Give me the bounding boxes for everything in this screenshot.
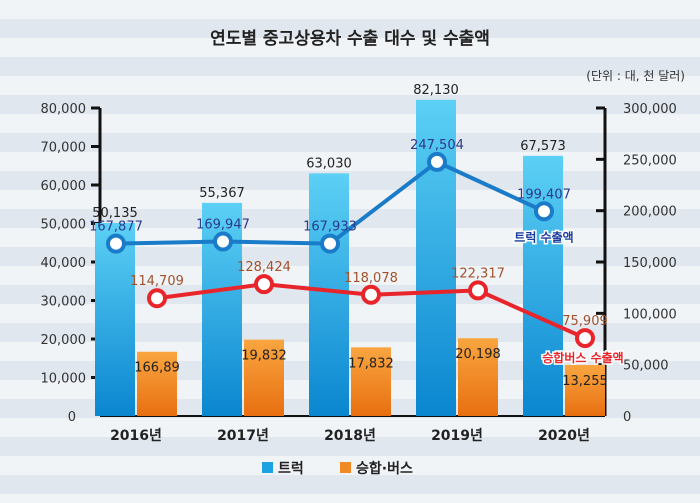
x-tick-label: 2018년 bbox=[324, 428, 376, 444]
left-tick-label: 0 bbox=[68, 410, 76, 425]
left-tick-label: 10,000 bbox=[41, 372, 87, 387]
x-tick-label: 2016년 bbox=[110, 428, 162, 444]
truck-value-label: 199,407 bbox=[517, 187, 571, 202]
bus-bar-label: 19,832 bbox=[241, 349, 287, 364]
truck-bar bbox=[523, 155, 563, 417]
left-tick-label: 70,000 bbox=[41, 141, 87, 156]
left-tick-label: 50,000 bbox=[41, 218, 87, 233]
right-tick-label: 100,000 bbox=[623, 307, 677, 322]
bus-bar bbox=[244, 339, 284, 416]
legend-swatch-truck bbox=[262, 462, 273, 473]
legend-swatch-bus bbox=[340, 462, 351, 473]
truck-bar-label: 82,130 bbox=[413, 83, 459, 98]
bus-value-label: 75,909 bbox=[562, 314, 608, 329]
truck-bar-label: 55,367 bbox=[199, 186, 245, 201]
truck-value-label: 169,947 bbox=[196, 218, 250, 233]
bus-value-point bbox=[575, 328, 595, 349]
bars: 50,135 55,367 63,030 82,130 67,573 166,89 19,8… bbox=[92, 83, 608, 417]
truck-value-point bbox=[213, 231, 233, 252]
right-tick-label: 250,000 bbox=[623, 153, 677, 168]
bus-series-label: 승합버스 수출액 bbox=[542, 350, 623, 365]
bus-value-point bbox=[147, 288, 167, 309]
bus-bar bbox=[351, 347, 391, 416]
lines: 167,877 169,947 167,933 247,504 199,407 트럭 수출… bbox=[89, 138, 625, 367]
bus-bar-label: 17,832 bbox=[348, 356, 394, 371]
bus-bar-label: 20,198 bbox=[455, 347, 501, 362]
truck-bar-label: 67,573 bbox=[520, 139, 566, 154]
truck-value-point bbox=[427, 151, 447, 172]
right-tick-label: 200,000 bbox=[623, 205, 677, 220]
bus-bar-label: 13,255 bbox=[562, 374, 608, 389]
bus-value-label: 118,078 bbox=[344, 271, 398, 286]
right-tick-label: 150,000 bbox=[623, 256, 677, 271]
legend-label-truck: 트럭 bbox=[278, 461, 304, 477]
bus-bar bbox=[565, 364, 605, 416]
truck-series-label: 트럭 수출액 bbox=[514, 229, 573, 244]
right-tick-label: 0 bbox=[623, 410, 631, 425]
bus-bar bbox=[137, 351, 177, 416]
axes: 0 10,000 20,000 30,000 40,000 50,000 60,000 70,… bbox=[41, 102, 677, 444]
truck-value-label: 247,504 bbox=[410, 138, 464, 153]
bus-value-point bbox=[254, 274, 274, 295]
left-tick-label: 40,000 bbox=[41, 256, 87, 271]
bus-value-label: 114,709 bbox=[130, 274, 184, 289]
truck-value-point bbox=[320, 233, 340, 254]
x-tick-label: 2020년 bbox=[538, 428, 590, 444]
right-tick-label: 50,000 bbox=[623, 359, 669, 374]
left-tick-label: 20,000 bbox=[41, 333, 87, 348]
truck-value-point bbox=[106, 233, 126, 254]
left-tick-label: 30,000 bbox=[41, 295, 87, 310]
truck-bar-label: 50,135 bbox=[92, 206, 138, 221]
bus-value-point bbox=[468, 280, 488, 301]
chart-title: 연도별 중고상용차 수출 대수 및 수출액 bbox=[210, 29, 490, 49]
bus-value-label: 128,424 bbox=[237, 260, 291, 275]
left-tick-label: 80,000 bbox=[41, 102, 87, 117]
x-tick-label: 2019년 bbox=[431, 428, 483, 444]
unit-note: (단위 : 대, 천 달러) bbox=[586, 68, 685, 83]
bus-bar-label: 166,89 bbox=[134, 361, 180, 376]
left-tick-label: 60,000 bbox=[41, 179, 87, 194]
right-tick-label: 300,000 bbox=[623, 102, 677, 117]
bus-bar bbox=[458, 338, 498, 416]
legend-label-bus: 승합·버스 bbox=[356, 460, 413, 477]
legend: 트럭 승합·버스 bbox=[262, 460, 413, 477]
x-tick-label: 2017년 bbox=[217, 428, 269, 444]
truck-value-label: 167,933 bbox=[303, 220, 357, 235]
bus-value-label: 122,317 bbox=[451, 266, 505, 281]
truck-bar-label: 63,030 bbox=[306, 156, 352, 171]
bus-value-point bbox=[361, 284, 381, 305]
truck-value-point bbox=[534, 201, 554, 222]
truck-bar bbox=[95, 222, 135, 416]
truck-bar bbox=[309, 173, 349, 416]
truck-value-label: 167,877 bbox=[89, 220, 143, 235]
